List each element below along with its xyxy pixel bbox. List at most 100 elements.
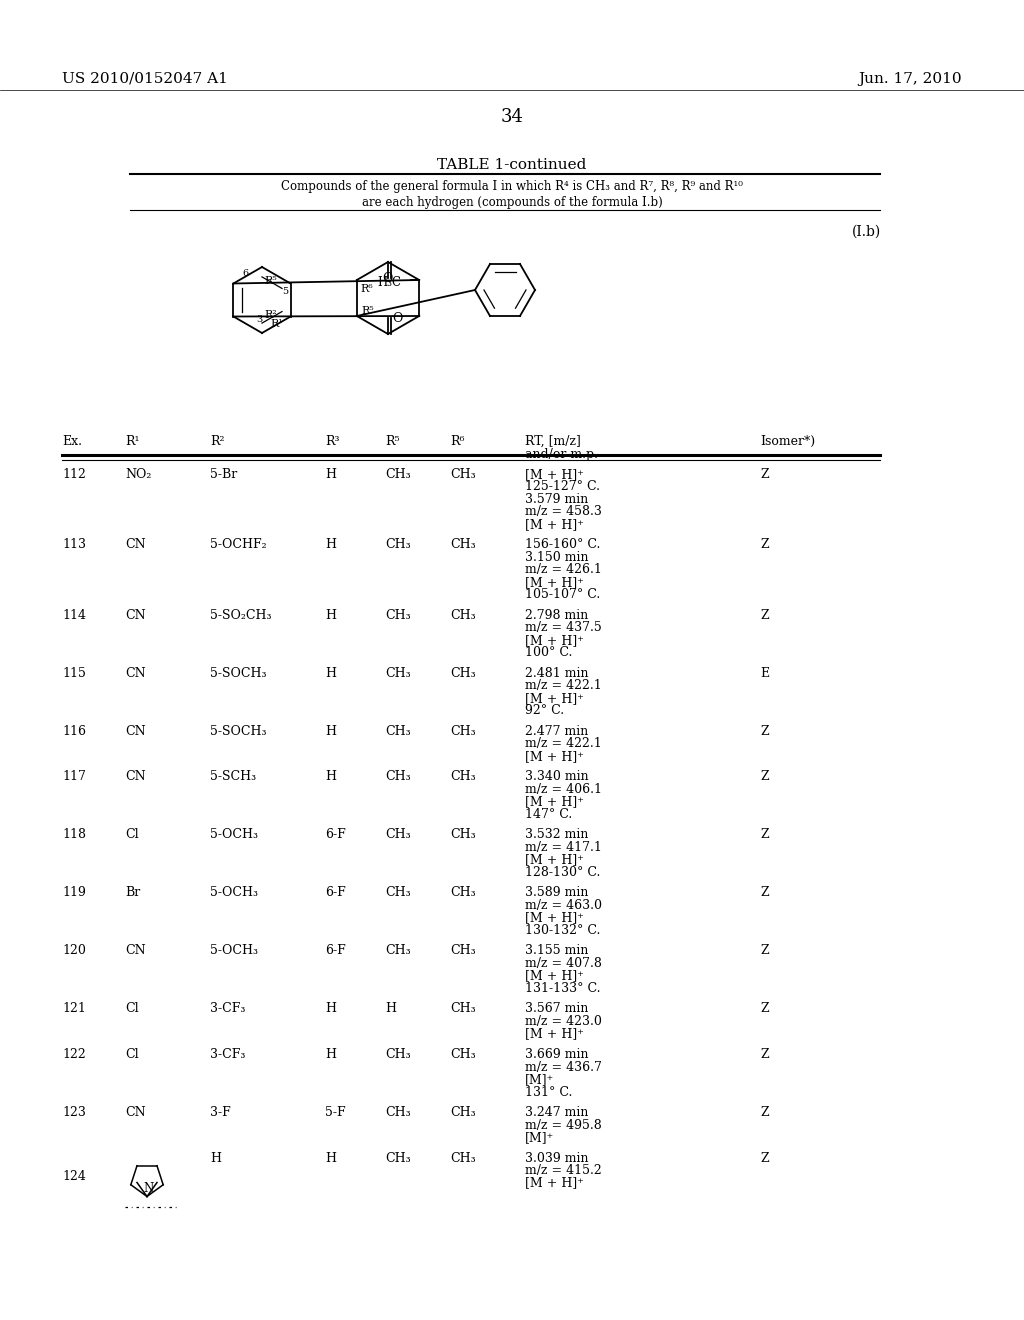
Text: CH₃: CH₃ (385, 771, 411, 784)
Text: m/z = 406.1: m/z = 406.1 (525, 783, 602, 796)
Text: H: H (325, 609, 336, 622)
Text: m/z = 436.7: m/z = 436.7 (525, 1060, 602, 1073)
Text: R⁶: R⁶ (360, 284, 374, 294)
Text: [M + H]⁺: [M + H]⁺ (525, 1176, 584, 1189)
Text: 3.579 min: 3.579 min (525, 492, 588, 506)
Text: Z: Z (760, 609, 769, 622)
Text: Z: Z (760, 887, 769, 899)
Text: (I.b): (I.b) (852, 224, 882, 239)
Text: [M]⁺: [M]⁺ (525, 1131, 554, 1144)
Text: [M + H]⁺: [M + H]⁺ (525, 1027, 584, 1040)
Text: Z: Z (760, 1151, 769, 1164)
Text: 131° C.: 131° C. (525, 1085, 572, 1098)
Text: CH₃: CH₃ (385, 725, 411, 738)
Text: 5-Br: 5-Br (210, 469, 238, 480)
Text: H: H (325, 539, 336, 552)
Text: 3-CF₃: 3-CF₃ (210, 1002, 246, 1015)
Text: CH₃: CH₃ (385, 829, 411, 842)
Text: CH₃: CH₃ (450, 1002, 475, 1015)
Text: 128-130° C.: 128-130° C. (525, 866, 600, 879)
Text: CH₃: CH₃ (385, 887, 411, 899)
Text: CH₃: CH₃ (450, 539, 475, 552)
Text: O: O (392, 312, 402, 325)
Text: [M + H]⁺: [M + H]⁺ (525, 969, 584, 982)
Text: 3.247 min: 3.247 min (525, 1106, 589, 1119)
Text: 5-OCH₃: 5-OCH₃ (210, 887, 258, 899)
Text: 156-160° C.: 156-160° C. (525, 539, 600, 552)
Text: 124: 124 (62, 1170, 86, 1183)
Text: m/z = 463.0: m/z = 463.0 (525, 899, 602, 912)
Text: Z: Z (760, 539, 769, 552)
Text: 5-OCH₃: 5-OCH₃ (210, 829, 258, 842)
Text: m/z = 417.1: m/z = 417.1 (525, 841, 602, 854)
Text: [M + H]⁺: [M + H]⁺ (525, 912, 584, 924)
Text: CN: CN (125, 539, 145, 552)
Text: Z: Z (760, 771, 769, 784)
Text: 100° C.: 100° C. (525, 647, 572, 660)
Text: Z: Z (760, 1106, 769, 1119)
Text: CH₃: CH₃ (450, 945, 475, 957)
Text: Ex.: Ex. (62, 436, 82, 447)
Text: Br: Br (125, 887, 140, 899)
Text: CH₃: CH₃ (450, 1048, 475, 1061)
Text: CH₃: CH₃ (450, 469, 475, 480)
Text: 6: 6 (242, 269, 248, 279)
Text: Z: Z (760, 725, 769, 738)
Text: 116: 116 (62, 725, 86, 738)
Text: R²: R² (210, 436, 224, 447)
Text: H: H (325, 667, 336, 680)
Text: H: H (325, 771, 336, 784)
Text: 112: 112 (62, 469, 86, 480)
Text: CH₃: CH₃ (450, 1151, 475, 1164)
Text: R¹: R¹ (125, 436, 139, 447)
Text: CH₃: CH₃ (450, 667, 475, 680)
Text: CN: CN (125, 725, 145, 738)
Text: CN: CN (125, 945, 145, 957)
Text: [M + H]⁺: [M + H]⁺ (525, 634, 584, 647)
Text: O: O (382, 272, 392, 285)
Text: 120: 120 (62, 945, 86, 957)
Text: H₃C: H₃C (377, 276, 401, 289)
Text: R⁵: R⁵ (361, 306, 375, 315)
Text: CN: CN (125, 771, 145, 784)
Text: 105-107° C.: 105-107° C. (525, 589, 600, 602)
Text: E: E (760, 667, 769, 680)
Text: 113: 113 (62, 539, 86, 552)
Text: 3.155 min: 3.155 min (525, 945, 589, 957)
Text: R⁵: R⁵ (264, 276, 278, 285)
Text: CH₃: CH₃ (450, 771, 475, 784)
Text: CH₃: CH₃ (450, 725, 475, 738)
Text: m/z = 422.1: m/z = 422.1 (525, 680, 602, 693)
Text: 5-F: 5-F (325, 1106, 346, 1119)
Text: m/z = 423.0: m/z = 423.0 (525, 1015, 602, 1028)
Text: 3.567 min: 3.567 min (525, 1002, 589, 1015)
Text: [M + H]⁺: [M + H]⁺ (525, 854, 584, 866)
Text: H: H (325, 1151, 336, 1164)
Text: 3-CF₃: 3-CF₃ (210, 1048, 246, 1061)
Text: 118: 118 (62, 829, 86, 842)
Text: CH₃: CH₃ (450, 829, 475, 842)
Text: CH₃: CH₃ (450, 1106, 475, 1119)
Text: m/z = 415.2: m/z = 415.2 (525, 1164, 602, 1177)
Text: [M + H]⁺: [M + H]⁺ (525, 576, 584, 589)
Text: Z: Z (760, 469, 769, 480)
Text: Cl: Cl (125, 1048, 138, 1061)
Text: 2.477 min: 2.477 min (525, 725, 588, 738)
Text: 3.039 min: 3.039 min (525, 1151, 589, 1164)
Text: 6-F: 6-F (325, 829, 346, 842)
Text: [M + H]⁺: [M + H]⁺ (525, 469, 584, 480)
Text: R³: R³ (325, 436, 340, 447)
Text: 3.669 min: 3.669 min (525, 1048, 589, 1061)
Text: 5-SO₂CH₃: 5-SO₂CH₃ (210, 609, 271, 622)
Text: 3: 3 (256, 315, 262, 323)
Text: 5-OCH₃: 5-OCH₃ (210, 945, 258, 957)
Text: 117: 117 (62, 771, 86, 784)
Text: CH₃: CH₃ (385, 667, 411, 680)
Text: US 2010/0152047 A1: US 2010/0152047 A1 (62, 73, 228, 86)
Text: 92° C.: 92° C. (525, 705, 564, 718)
Text: 2.798 min: 2.798 min (525, 609, 588, 622)
Text: CN: CN (125, 667, 145, 680)
Text: m/z = 437.5: m/z = 437.5 (525, 622, 602, 635)
Text: H: H (325, 1002, 336, 1015)
Text: CH₃: CH₃ (385, 1048, 411, 1061)
